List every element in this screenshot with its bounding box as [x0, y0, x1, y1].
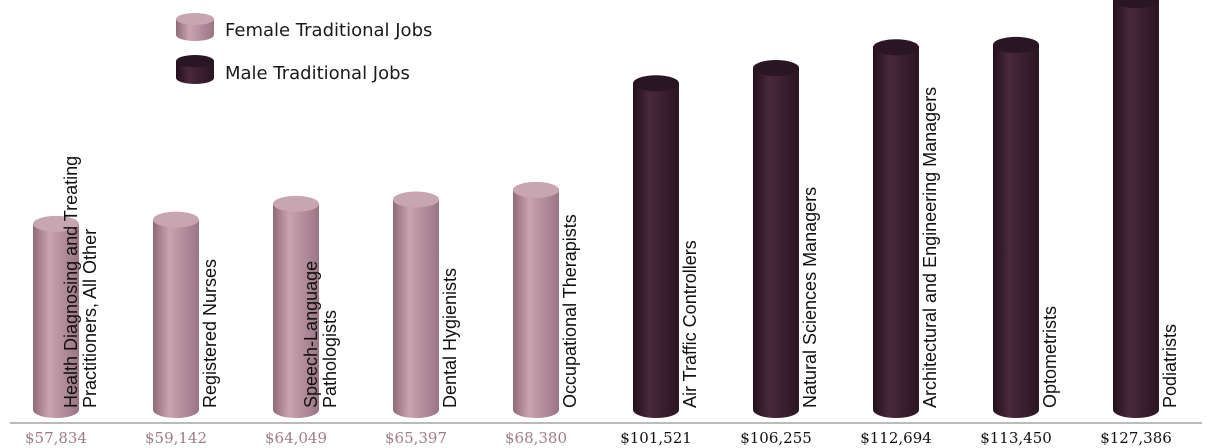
- category-label-line: Podiatrists: [1160, 324, 1180, 408]
- bar-10: Podiatrists: [1113, 0, 1180, 418]
- bar-9: Optometrists: [993, 36, 1060, 418]
- category-label-line: Occupational Therapists: [560, 214, 580, 408]
- legend-item-female: Female Traditional Jobs: [176, 13, 432, 41]
- bar-body: [33, 223, 79, 410]
- bar-body: [1113, 0, 1159, 410]
- category-label-line: Practitioners, All Other: [80, 229, 100, 408]
- bar-bottom: [153, 402, 199, 418]
- bar-body: [393, 199, 439, 410]
- value-label: $64,049: [265, 429, 327, 447]
- bar-top: [33, 215, 79, 232]
- category-label: Natural Sciences Managers: [800, 187, 820, 408]
- category-label-line: Dental Hygienists: [440, 268, 460, 408]
- bar-bottom: [393, 402, 439, 418]
- bar-3: Speech-LanguagePathologists: [273, 195, 340, 418]
- category-label: Registered Nurses: [200, 259, 220, 408]
- bar-top: [153, 211, 199, 228]
- legend: Female Traditional Jobs Male Traditional…: [176, 13, 432, 84]
- category-label-line: Speech-Language: [301, 261, 321, 408]
- bar-6: Air Traffic Controllers: [633, 75, 700, 418]
- category-label-line: Architectural and Engineering Managers: [920, 87, 940, 408]
- bar-bottom: [993, 402, 1039, 418]
- bar-top: [633, 75, 679, 92]
- bar-body: [513, 189, 559, 410]
- category-label: Health Diagnosing and TreatingPractition…: [61, 156, 100, 408]
- bar-top: [753, 59, 799, 76]
- bar-bottom: [273, 402, 319, 418]
- bars-group: Health Diagnosing and TreatingPractition…: [33, 0, 1180, 418]
- category-label: Podiatrists: [1160, 324, 1180, 408]
- value-label: $112,694: [860, 429, 932, 447]
- category-label-line: Air Traffic Controllers: [680, 240, 700, 408]
- bar-7: Natural Sciences Managers: [753, 59, 820, 418]
- value-label: $68,380: [505, 429, 567, 447]
- bar-body: [273, 203, 319, 410]
- bar-top: [1113, 0, 1159, 8]
- category-label-line: Natural Sciences Managers: [800, 187, 820, 408]
- bar-bottom: [1113, 402, 1159, 418]
- bar-bottom: [633, 402, 679, 418]
- legend-swatch-male-bottom: [176, 72, 214, 84]
- value-labels-group: $57,834 $59,142 $64,049 $65,397 $68,380 $101,…: [25, 429, 1172, 447]
- bar-bottom: [753, 402, 799, 418]
- bar-bottom: [873, 402, 919, 418]
- legend-label-female: Female Traditional Jobs: [225, 20, 432, 41]
- legend-swatch-female-top: [176, 13, 214, 25]
- value-label: $59,142: [145, 429, 207, 447]
- value-label: $106,255: [740, 429, 812, 447]
- bar-top: [513, 181, 559, 198]
- category-label-line: Pathologists: [320, 310, 340, 408]
- bar-top: [393, 191, 439, 208]
- bar-top: [993, 36, 1039, 53]
- category-label: Optometrists: [1040, 306, 1060, 408]
- category-label: Architectural and Engineering Managers: [920, 87, 940, 408]
- bar-bottom: [513, 402, 559, 418]
- value-label: $57,834: [25, 429, 87, 447]
- bar-body: [633, 83, 679, 410]
- bar-2: Registered Nurses: [153, 211, 220, 418]
- bar-1: Health Diagnosing and TreatingPractition…: [33, 156, 100, 418]
- bar-top: [873, 39, 919, 56]
- value-label: $113,450: [980, 429, 1052, 447]
- legend-swatch-male-top: [176, 55, 214, 67]
- category-label-line: Optometrists: [1040, 306, 1060, 408]
- bar-top: [273, 195, 319, 212]
- bar-8: Architectural and Engineering Managers: [873, 39, 940, 418]
- bar-body: [873, 47, 919, 411]
- legend-item-male: Male Traditional Jobs: [176, 55, 410, 84]
- legend-label-male: Male Traditional Jobs: [225, 63, 410, 84]
- bar-body: [993, 44, 1039, 410]
- category-label: Air Traffic Controllers: [680, 240, 700, 408]
- bar-4: Dental Hygienists: [393, 191, 460, 418]
- category-label: Occupational Therapists: [560, 214, 580, 408]
- value-label: $127,386: [1100, 429, 1172, 447]
- bar-body: [753, 67, 799, 410]
- value-label: $65,397: [385, 429, 447, 447]
- bar-bottom: [33, 402, 79, 418]
- bar-5: Occupational Therapists: [513, 181, 580, 418]
- value-label: $101,521: [620, 429, 692, 447]
- bar-body: [153, 219, 199, 410]
- category-label: Dental Hygienists: [440, 268, 460, 408]
- category-label: Speech-LanguagePathologists: [301, 261, 340, 408]
- category-label-line: Health Diagnosing and Treating: [61, 156, 81, 408]
- category-label-line: Registered Nurses: [200, 259, 220, 408]
- legend-swatch-female-bottom: [176, 29, 214, 41]
